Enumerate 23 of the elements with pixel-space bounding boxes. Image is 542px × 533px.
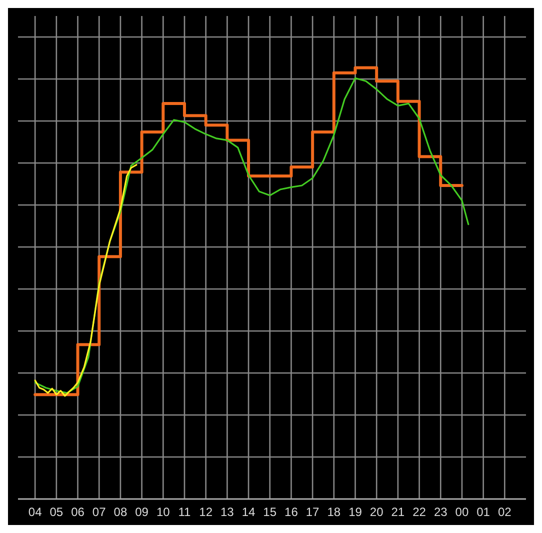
x-tick-label: 07 bbox=[92, 505, 106, 519]
x-tick-label: 04 bbox=[28, 505, 42, 519]
x-tick-label: 15 bbox=[263, 505, 277, 519]
x-tick-label: 10 bbox=[156, 505, 170, 519]
x-tick-label: 02 bbox=[498, 505, 512, 519]
x-tick-label: 13 bbox=[220, 505, 234, 519]
x-tick-label: 17 bbox=[306, 505, 320, 519]
x-tick-label: 08 bbox=[114, 505, 128, 519]
x-tick-label: 21 bbox=[391, 505, 405, 519]
x-tick-label: 06 bbox=[71, 505, 85, 519]
x-tick-label: 22 bbox=[412, 505, 426, 519]
x-tick-label: 19 bbox=[348, 505, 362, 519]
x-tick-label: 12 bbox=[199, 505, 213, 519]
x-tick-label: 00 bbox=[455, 505, 469, 519]
x-tick-label: 05 bbox=[50, 505, 64, 519]
x-tick-label: 23 bbox=[434, 505, 448, 519]
x-tick-label: 20 bbox=[370, 505, 384, 519]
x-tick-label: 18 bbox=[327, 505, 341, 519]
x-tick-label: 16 bbox=[284, 505, 298, 519]
x-tick-label: 01 bbox=[476, 505, 490, 519]
x-tick-label: 11 bbox=[178, 505, 192, 519]
x-tick-label: 14 bbox=[242, 505, 256, 519]
x-tick-label: 09 bbox=[135, 505, 149, 519]
